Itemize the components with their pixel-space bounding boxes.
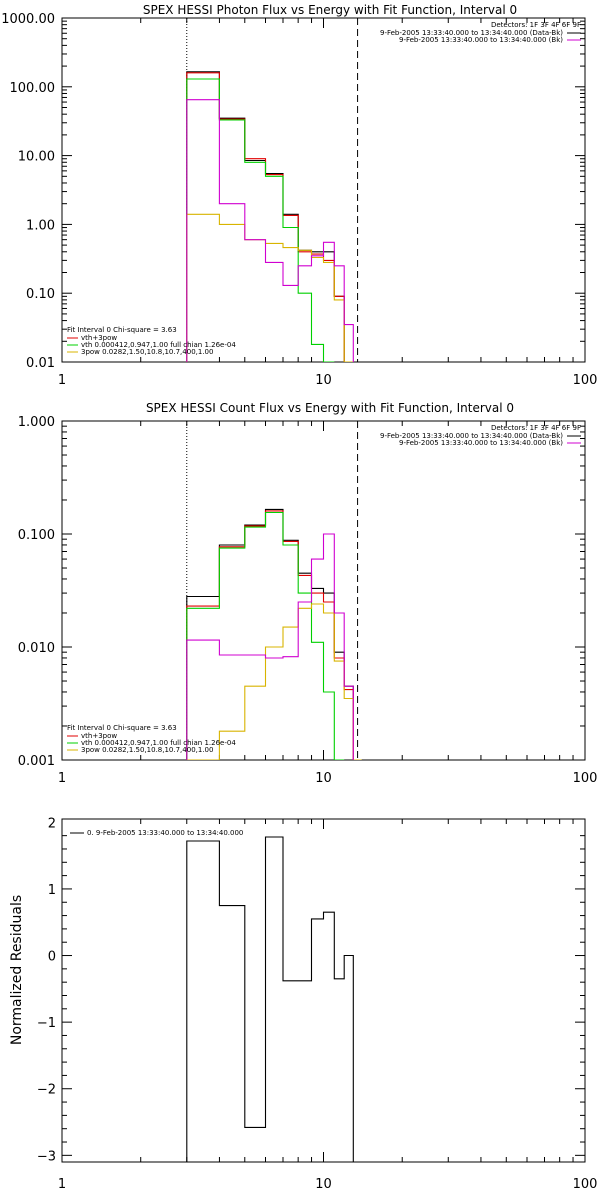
series-group	[186, 836, 354, 1162]
series-group	[186, 508, 362, 760]
y-tick-label: 10.00	[18, 150, 55, 165]
x-tick-label: 100	[573, 771, 598, 785]
detectors-label: Detectors: 1F 3F 4F 6F 9F	[491, 424, 581, 432]
yellow-series-line	[186, 603, 362, 760]
axes-frame	[61, 17, 586, 363]
legend-bottom-item: 3pow 0.0282,1.50,10.8,10.7,400,1.00	[81, 348, 213, 356]
y-tick-label: −2	[37, 1083, 56, 1098]
y-tick-label: 0.01	[26, 356, 55, 371]
legend-bottom-item: vth+3pow	[81, 732, 117, 740]
y-tick-label: 0.001	[18, 754, 55, 769]
legend-top-item: 9-Feb-2005 13:33:40.000 to 13:34:40.000 …	[380, 29, 563, 37]
red-series-line	[186, 510, 354, 760]
residuals-ylabel: Normalized Residuals	[9, 895, 25, 1045]
count-flux-panel: SPEX HESSI Count Flux vs Energy with Fit…	[18, 401, 598, 785]
legend-bottom-item: vth 0.000412,0.947,1.00 full chian 1.26e…	[81, 341, 236, 349]
y-tick-label: −3	[37, 1149, 56, 1164]
axes-frame	[61, 818, 586, 1163]
red-series-line	[186, 72, 354, 362]
green-series-line	[186, 511, 345, 760]
black-series-line	[186, 508, 354, 760]
x-tick-label: 10	[315, 771, 332, 785]
x-tick-label: 100	[573, 373, 598, 388]
x-tick-label: 10	[315, 373, 332, 388]
legend-item: 0. 9-Feb-2005 13:33:40.000 to 13:34:40.0…	[87, 829, 243, 837]
x-tick-label: 1	[58, 1177, 66, 1192]
legend-bottom-item: vth 0.000412,0.947,1.00 full chian 1.26e…	[81, 739, 236, 747]
green-series-line	[186, 78, 335, 362]
yellow-series-line	[186, 213, 354, 362]
fit-header-label: Fit Interval 0 Chi-square = 3.63	[67, 326, 177, 334]
magenta-series-line	[186, 99, 354, 362]
detectors-label: Detectors: 1F 3F 4F 6F 9F	[491, 21, 581, 29]
fit-header-label: Fit Interval 0 Chi-square = 3.63	[67, 724, 177, 732]
y-tick-label: −1	[37, 1016, 56, 1031]
y-tick-label: 1	[48, 883, 56, 898]
photon-plot-area: 1 10 100 0.01 0.10 1.00 10.00 100.00 1000.00 Dete…	[1, 12, 597, 388]
y-tick-label: 1000.00	[1, 12, 55, 27]
x-tick-label: 1	[58, 373, 66, 388]
series-group	[186, 71, 354, 362]
count-chart-title: SPEX HESSI Count Flux vs Energy with Fit…	[146, 401, 514, 415]
y-tick-label: 100.00	[10, 81, 56, 96]
y-tick-label: 2	[48, 816, 56, 831]
y-tick-label: 0.10	[26, 287, 55, 302]
x-tick-label: 1	[58, 771, 66, 785]
photon-chart-title: SPEX HESSI Photon Flux vs Energy with Fi…	[143, 3, 517, 17]
legend-bottom-item: vth+3pow	[81, 334, 117, 342]
x-tick-label: 10	[315, 1177, 332, 1192]
magenta-series-line	[186, 533, 354, 760]
black-series-line	[186, 836, 354, 1162]
y-tick-label: 0	[48, 950, 56, 965]
y-tick-label: 0.010	[18, 641, 55, 656]
legend-top-item: 9-Feb-2005 13:33:40.000 to 13:34:40.000 …	[399, 439, 563, 447]
x-tick-label: 100	[573, 1177, 598, 1192]
y-tick-label: 1.00	[26, 218, 55, 233]
y-tick-label: 0.100	[18, 528, 55, 543]
black-series-line	[186, 71, 354, 362]
legend-bottom-item: 3pow 0.0282,1.50,10.8,10.7,400,1.00	[81, 746, 213, 754]
photon-flux-panel: SPEX HESSI Photon Flux vs Energy with Fi…	[1, 3, 597, 388]
y-tick-label: 1.000	[18, 415, 55, 430]
legend-top-item: 9-Feb-2005 13:33:40.000 to 13:34:40.000 …	[380, 432, 563, 440]
count-plot-area: 1 10 100 0.001 0.010 0.100 1.000 Detectors: 1F …	[18, 415, 598, 785]
legend-top-item: 9-Feb-2005 13:33:40.000 to 13:34:40.000 …	[399, 36, 563, 44]
